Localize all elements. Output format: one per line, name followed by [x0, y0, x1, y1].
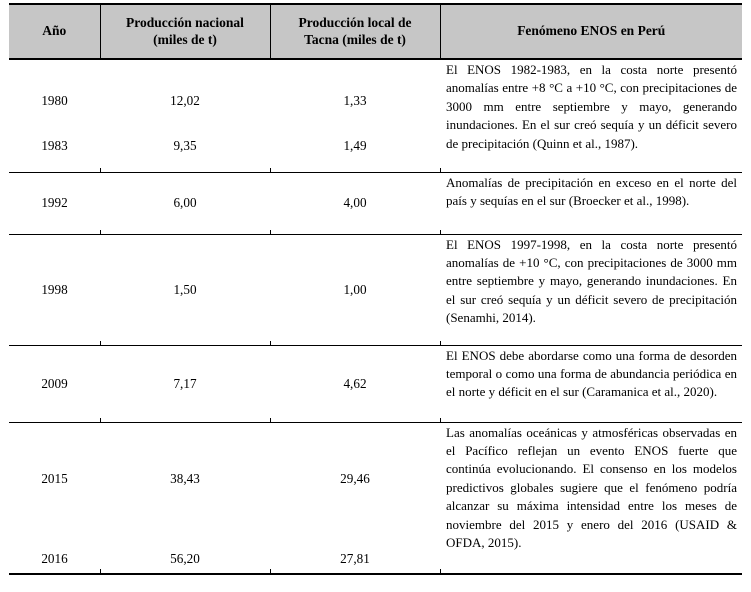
table-header: Año Producción nacional (miles de t) Pro…	[9, 4, 742, 60]
table-row-1992: 1992 6,00 4,00 Anomalías de precipitació…	[9, 172, 742, 235]
year-cell: 1998	[9, 234, 100, 346]
national-production-value: 9,35	[173, 137, 197, 153]
table-row-1998: 1998 1,50 1,00 El ENOS 1997-1998, en la …	[9, 234, 742, 346]
phenomenon-description: El ENOS 1982-1983, en la costa norte pre…	[446, 62, 737, 151]
phenomenon-description: Las anomalías oceánicas y atmosféricas o…	[446, 424, 737, 550]
year-value: 1983	[41, 137, 68, 153]
year-value: 2016	[41, 551, 68, 566]
year-cell: 2015 2016	[9, 422, 100, 574]
phenomenon-description-cell: Anomalías de precipitación en exceso en …	[439, 172, 742, 235]
tacna-production-cell: 4,62	[269, 345, 440, 423]
year-cell: 1992	[9, 172, 100, 235]
phenomenon-description-cell: El ENOS 1982-1983, en la costa norte pre…	[439, 59, 742, 173]
national-production-cell: 38,43 56,20	[99, 422, 270, 574]
national-production-cell: 7,17	[99, 345, 270, 423]
table-row-2009: 2009 7,17 4,62 El ENOS debe abordarse co…	[9, 345, 742, 423]
tacna-production-cell: 1,00	[269, 234, 440, 346]
header-tacna-production: Producción local de Tacna (miles de t)	[269, 4, 440, 60]
national-production-value: 12,02	[170, 93, 200, 108]
year-value: 2015	[41, 470, 68, 486]
tacna-production-cell: 4,00	[269, 172, 440, 235]
national-production-cell: 12,02 9,35	[99, 59, 270, 173]
production-enos-table: Año Producción nacional (miles de t) Pro…	[9, 3, 742, 575]
national-production-value: 38,43	[170, 470, 200, 486]
phenomenon-description: Anomalías de precipitación en exceso en …	[446, 174, 737, 208]
phenomenon-description-cell: El ENOS debe abordarse como una forma de…	[439, 345, 742, 423]
table-body: 1980 1983 12,02 9,35 1,33 1,49	[9, 59, 742, 574]
phenomenon-description: El ENOS debe abordarse como una forma de…	[446, 347, 737, 400]
phenomenon-description: El ENOS 1997-1998, en la costa norte pre…	[446, 236, 737, 326]
table-row-1980-1983: 1980 1983 12,02 9,35 1,33 1,49	[9, 59, 742, 173]
header-row: Año Producción nacional (miles de t) Pro…	[9, 4, 742, 60]
tacna-production-value: 27,81	[340, 551, 370, 566]
phenomenon-description-cell: El ENOS 1997-1998, en la costa norte pre…	[439, 234, 742, 346]
tacna-production-cell: 1,33 1,49	[269, 59, 440, 173]
year-value: 1980	[41, 93, 68, 108]
year-cell: 1980 1983	[9, 59, 100, 173]
header-enos-phenomenon: Fenómeno ENOS en Perú	[439, 4, 742, 60]
tacna-production-value: 1,33	[343, 93, 367, 108]
national-production-cell: 1,50	[99, 234, 270, 346]
national-production-cell: 6,00	[99, 172, 270, 235]
header-year: Año	[9, 4, 100, 60]
header-national-production: Producción nacional (miles de t)	[99, 4, 270, 60]
national-production-value: 56,20	[170, 551, 200, 566]
tacna-production-value: 1,49	[343, 137, 367, 153]
table-row-2015-2016: 2015 2016 38,43 56,20 29,46 27,81	[9, 422, 742, 574]
tacna-production-cell: 29,46 27,81	[269, 422, 440, 574]
year-cell: 2009	[9, 345, 100, 423]
phenomenon-description-cell: Las anomalías oceánicas y atmosféricas o…	[439, 422, 742, 574]
tacna-production-value: 29,46	[340, 470, 370, 486]
